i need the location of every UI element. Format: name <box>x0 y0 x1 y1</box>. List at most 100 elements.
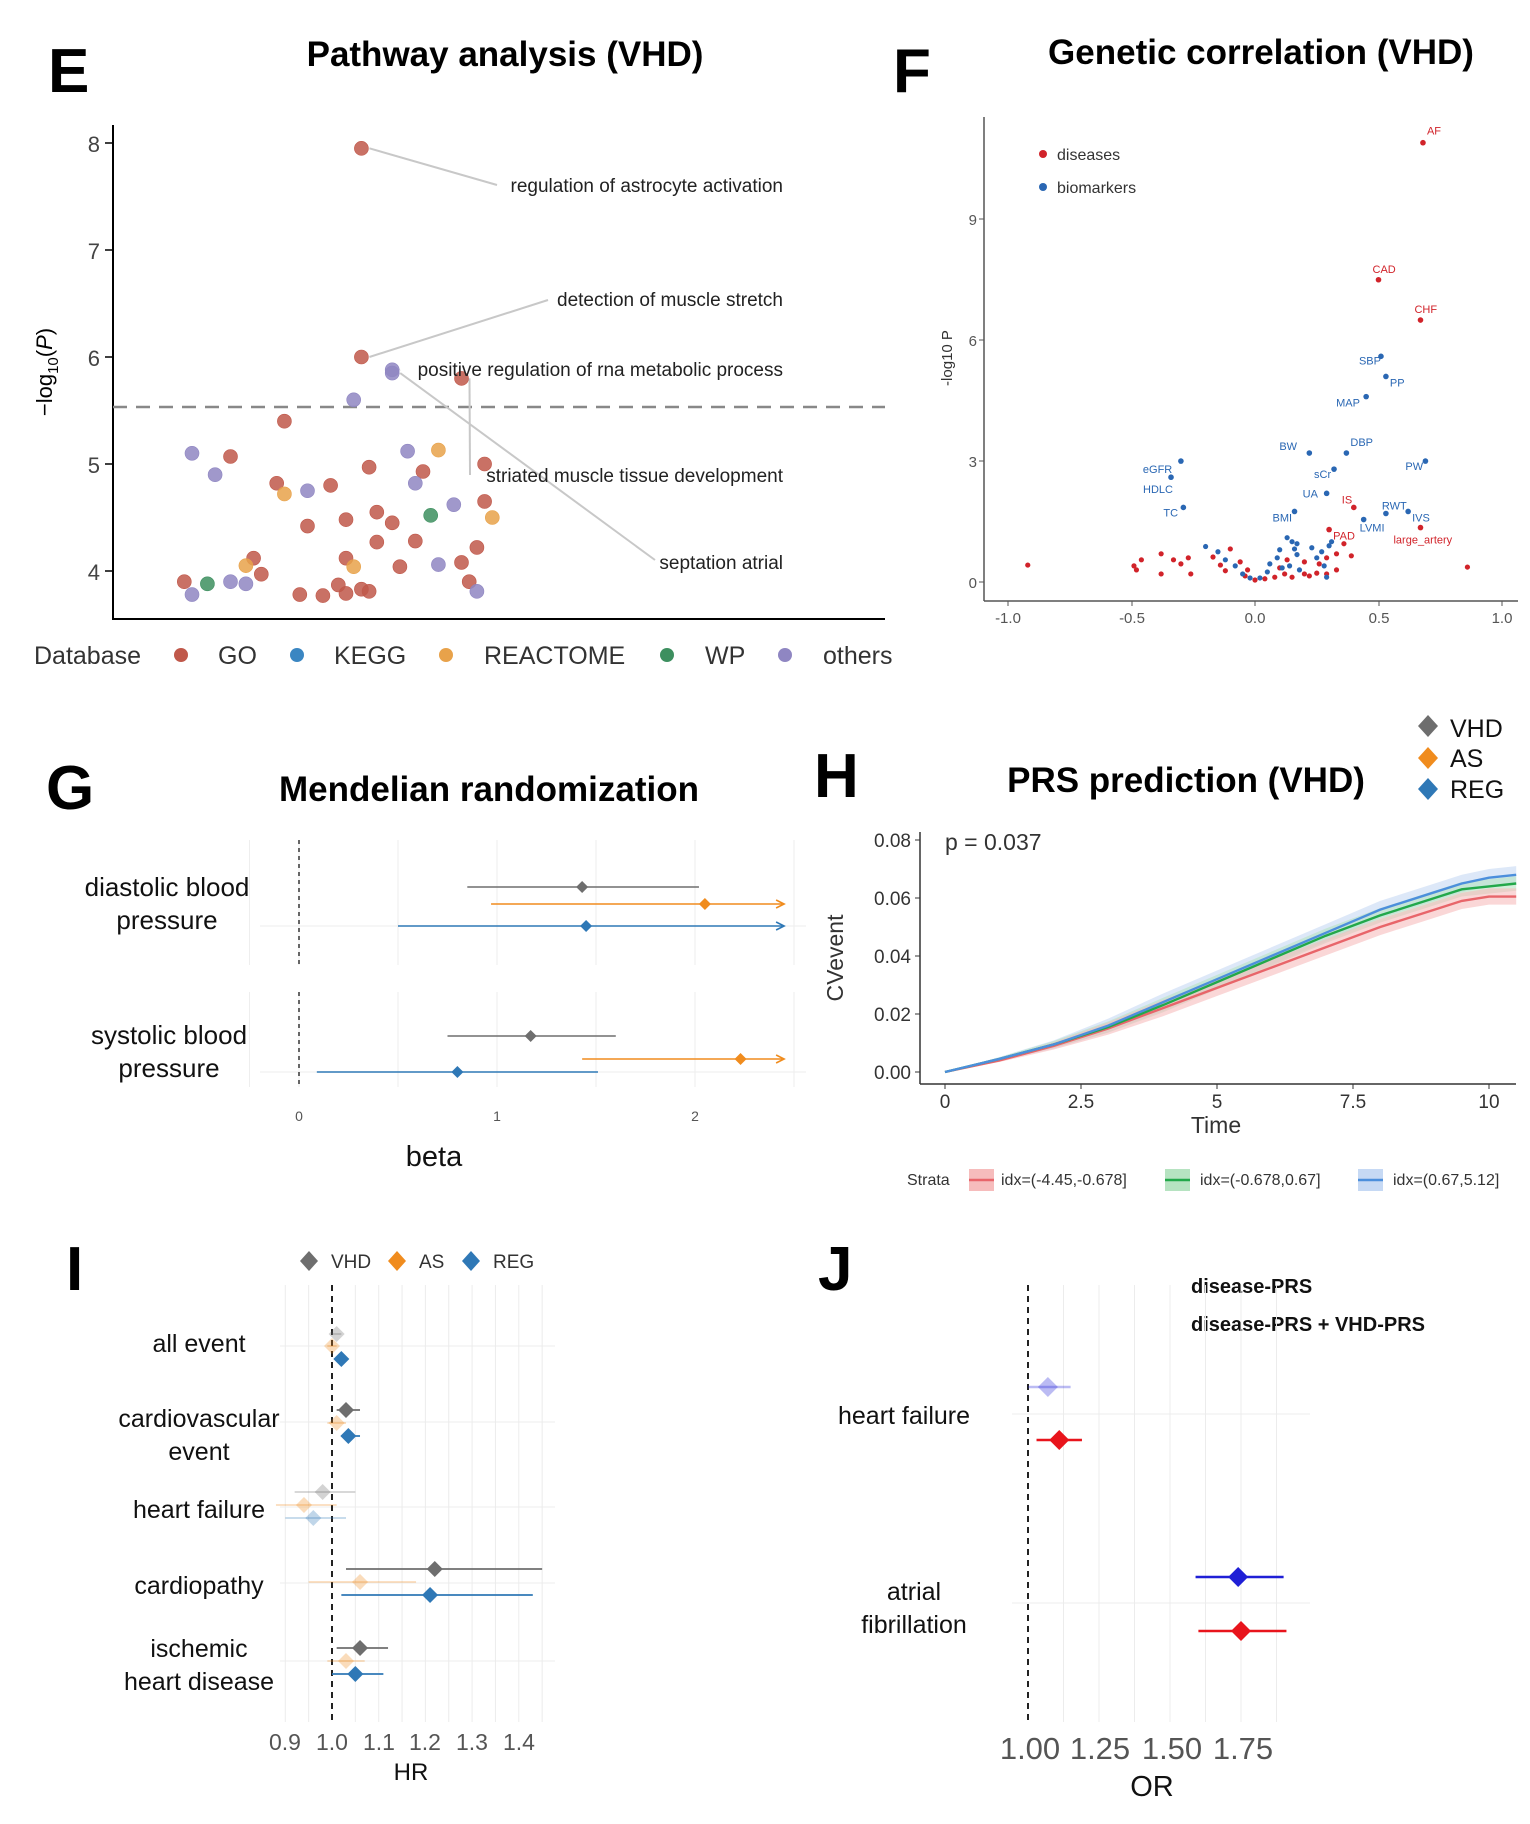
i-grid <box>280 1285 555 1722</box>
f-point <box>1333 551 1340 557</box>
e-annotation: positive regulation of rna metabolic pro… <box>418 360 783 381</box>
i-row-label: cardiopathy <box>134 1572 264 1600</box>
i-row-label: cardiovascular <box>118 1405 279 1433</box>
f-point <box>1306 573 1312 579</box>
f-point-labelled <box>1378 353 1384 360</box>
f-point-label: PP <box>1390 377 1405 389</box>
e-point <box>354 141 369 156</box>
i-row-label: all event <box>152 1330 245 1358</box>
panel-letter-e: E <box>48 37 89 106</box>
f-point <box>1286 563 1293 569</box>
g-ci-arrow <box>775 899 786 909</box>
f-point <box>1178 561 1184 567</box>
e-annotation: detection of muscle stretch <box>557 290 783 311</box>
f-point <box>1301 559 1307 565</box>
f-ytick-label: 3 <box>969 454 977 471</box>
i-row-label: ischemic <box>150 1635 247 1663</box>
g-ci-arrow <box>775 921 786 931</box>
i-row-label: heart failure <box>133 1496 265 1524</box>
i-legend-label: VHD <box>331 1252 371 1273</box>
f-point-label: TC <box>1163 507 1178 519</box>
i-point-estimate <box>338 1402 355 1418</box>
e-legend-label: GO <box>218 642 257 670</box>
f-point <box>1158 551 1164 557</box>
g-grid <box>249 840 806 1087</box>
e-point <box>200 576 215 592</box>
h-xtick-label: 5 <box>1212 1092 1223 1113</box>
f-point-label: IVS <box>1412 512 1430 524</box>
f-point-label: eGFR <box>1143 464 1172 476</box>
e-legend-swatch <box>439 648 453 662</box>
e-point <box>484 510 500 525</box>
f-point <box>1324 574 1330 580</box>
f-point <box>1309 545 1315 551</box>
e-point <box>207 467 223 483</box>
g-point-estimate <box>451 1066 464 1078</box>
f-point <box>1131 563 1137 569</box>
g-point-estimate <box>698 898 711 910</box>
e-y-axis-title: −log10(P) <box>32 328 62 416</box>
g-point-estimate <box>524 1030 537 1042</box>
i-xtick-label: 1.4 <box>503 1729 535 1755</box>
h-series-line <box>944 873 1517 1074</box>
f-xtick-label: -0.5 <box>1119 610 1145 627</box>
f-point <box>1262 576 1268 582</box>
f-point-labelled <box>1306 450 1313 456</box>
f-point-label: DBP <box>1350 437 1373 449</box>
e-point <box>277 486 292 502</box>
e-annotation: regulation of astrocyte activation <box>511 176 784 197</box>
f-xtick-label: -1.0 <box>995 610 1021 627</box>
f-point-labelled <box>1383 510 1389 517</box>
gh-legend-label: VHD <box>1450 715 1503 743</box>
j-xtick-label: 1.25 <box>1070 1731 1130 1766</box>
legend-diamond-as <box>1418 747 1438 769</box>
panel-g-title: Mendelian randomization <box>279 770 699 809</box>
h-strata-label: idx=(-0.678,0.67] <box>1200 1172 1321 1189</box>
panel-f-title: Genetic correlation (VHD) <box>1048 33 1474 72</box>
f-point <box>1291 546 1298 552</box>
i-xtick-label: 1.0 <box>316 1729 348 1755</box>
e-point <box>238 576 254 592</box>
f-point-label: BMI <box>1273 512 1293 524</box>
f-point <box>1341 541 1347 547</box>
h-xtick-label: 2.5 <box>1068 1092 1094 1113</box>
f-point-labelled <box>1363 393 1369 400</box>
f-point <box>1324 555 1330 561</box>
f-y-ticks: 0 3 6 9 <box>969 212 984 592</box>
e-y-ticks: 4 5 6 7 8 <box>88 132 113 585</box>
legend-diamond-vhd <box>300 1251 318 1271</box>
f-point-labelled <box>1326 526 1332 533</box>
j-row-label: fibrillation <box>861 1611 967 1639</box>
e-point <box>392 559 408 575</box>
f-point <box>1294 541 1300 547</box>
f-point <box>1025 562 1031 568</box>
f-point <box>1272 574 1278 580</box>
i-point-estimate <box>328 1326 345 1342</box>
j-row-label: atrial <box>887 1578 941 1606</box>
f-point <box>1158 571 1164 577</box>
f-point <box>1282 571 1288 577</box>
e-point <box>338 512 354 527</box>
f-x-ticks: -1.0 -0.5 0.0 0.5 1.0 <box>995 601 1512 627</box>
panel-h-title: PRS prediction (VHD) <box>1007 761 1365 800</box>
f-point <box>1257 575 1263 581</box>
f-point-label: sCr <box>1314 469 1331 481</box>
e-point <box>415 464 431 479</box>
e-point <box>346 392 362 408</box>
e-point <box>277 413 292 429</box>
f-point-labelled <box>1420 139 1426 146</box>
i-row-label: event <box>168 1438 229 1466</box>
h-xtick-label: 7.5 <box>1340 1092 1366 1113</box>
e-connector-line <box>369 147 498 186</box>
f-point <box>1464 564 1471 570</box>
j-grid <box>1012 1285 1310 1722</box>
f-point <box>1321 563 1327 569</box>
i-point-estimate <box>338 1653 355 1669</box>
e-legend-label: others <box>823 642 892 670</box>
h-xtick-label: 0 <box>940 1092 951 1113</box>
f-point <box>1274 555 1280 561</box>
e-point <box>323 478 338 493</box>
f-point-labelled <box>1291 508 1298 515</box>
f-point-label: LVMI <box>1360 523 1385 535</box>
